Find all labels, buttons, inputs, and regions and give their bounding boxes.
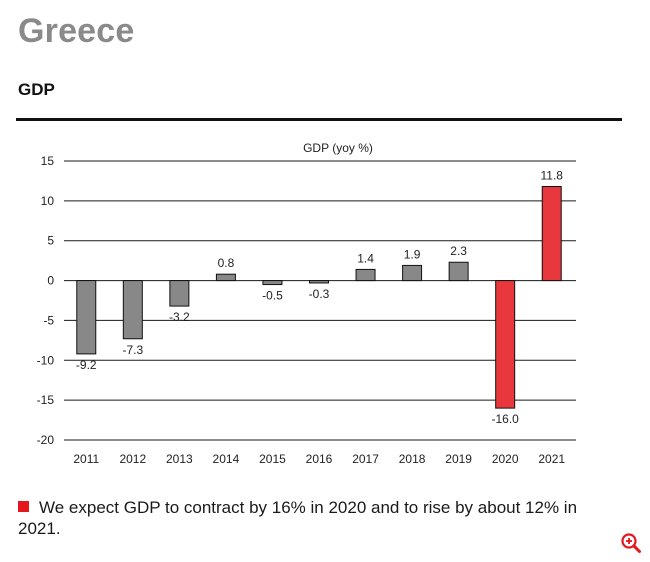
x-tick-label-2016: 2016 (306, 452, 333, 466)
y-tick-label: -10 (37, 353, 55, 367)
bar-2012 (122, 280, 143, 340)
bar-2013 (169, 280, 190, 307)
y-tick-label: 0 (47, 274, 54, 288)
footnote-text: We expect GDP to contract by 16% in 2020… (18, 498, 578, 538)
bar-2011 (76, 280, 97, 355)
data-label-2013: -3.2 (169, 310, 190, 324)
x-tick-label-2014: 2014 (213, 452, 240, 466)
gdp-chart-svg: GDP (yoy %) 15 10 5 0 -5 -10 -15 -20 -9.2 2011 -7.3… (37, 141, 576, 466)
x-tick-label-2018: 2018 (399, 452, 426, 466)
bar-2016 (309, 280, 329, 284)
y-tick-label: 15 (41, 154, 55, 168)
x-tick-label-2011: 2011 (73, 452, 99, 466)
bar-2017 (355, 268, 376, 282)
data-label-2018: 1.9 (404, 247, 421, 261)
gdp-chart: GDP (yoy %) 15 10 5 0 -5 -10 -15 -20 -9.2 2011 -7.3… (16, 121, 622, 477)
x-tick-label-2015: 2015 (259, 452, 286, 466)
data-label-2014: 0.8 (218, 256, 235, 270)
data-label-2011: -9.2 (76, 358, 97, 372)
bar-2021 (541, 186, 562, 282)
bar-2020 (495, 280, 516, 409)
chart-title: GDP (yoy %) (303, 141, 373, 155)
bar-2015 (262, 280, 283, 286)
x-tick-label-2019: 2019 (445, 452, 472, 466)
section-title: GDP (18, 80, 55, 99)
x-tick-label-2021: 2021 (538, 452, 565, 466)
data-label-2021: 11.8 (540, 169, 563, 183)
zoom-in-icon[interactable] (620, 532, 642, 554)
x-tick-label-2012: 2012 (119, 452, 146, 466)
data-label-2020: -16.0 (492, 412, 520, 426)
bar-2014 (215, 273, 236, 282)
x-tick-label-2017: 2017 (352, 452, 379, 466)
y-tick-label: 10 (41, 194, 55, 208)
y-tick-label: -15 (37, 393, 55, 407)
y-tick-label: -5 (43, 313, 54, 327)
chart-footnote: We expect GDP to contract by 16% in 2020… (18, 497, 618, 539)
bar-2019 (448, 261, 469, 282)
bar-2018 (402, 264, 423, 282)
section-divider (16, 118, 622, 121)
data-label-2015: -0.5 (262, 289, 283, 303)
data-label-2017: 1.4 (357, 251, 374, 265)
x-tick-label-2020: 2020 (492, 452, 519, 466)
data-label-2019: 2.3 (450, 244, 467, 258)
y-tick-label: 5 (47, 234, 54, 248)
footnote-bullet (18, 501, 29, 512)
y-tick-label: -20 (37, 433, 55, 447)
x-tick-label-2013: 2013 (166, 452, 193, 466)
data-label-2016: -0.3 (309, 287, 330, 301)
page-title: Greece (18, 12, 135, 50)
data-label-2012: -7.3 (122, 343, 143, 357)
